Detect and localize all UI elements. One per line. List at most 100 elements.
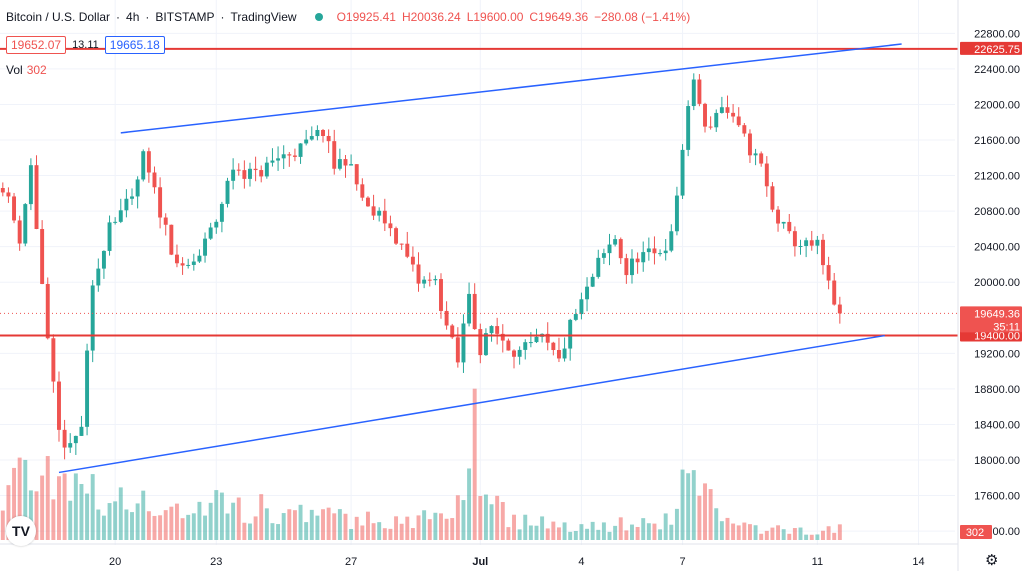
ohlc-change: −280.08 (−1.41%) xyxy=(594,10,691,24)
candle-body xyxy=(753,153,758,156)
volume-bar xyxy=(646,523,651,540)
volume-bar xyxy=(826,526,831,540)
candle-body xyxy=(747,133,752,156)
candle-body xyxy=(455,337,460,363)
volume-bar xyxy=(152,515,157,540)
candle-body xyxy=(826,265,831,281)
time-tick-label: 27 xyxy=(345,556,357,568)
candle-body xyxy=(0,188,5,193)
sell-button[interactable]: 19652.07 xyxy=(6,36,67,54)
time-axis[interactable]: 20 23 27 Jul 4 7 11 14 xyxy=(0,543,958,568)
candle-body xyxy=(478,329,483,356)
ohlc-low: L19600.00 xyxy=(466,10,524,24)
buy-button[interactable]: 19665.18 xyxy=(104,36,165,54)
candle-body xyxy=(590,276,595,287)
candle-body xyxy=(135,179,140,197)
volume-bar xyxy=(394,516,399,540)
volume-bar xyxy=(130,512,134,540)
interval-label[interactable]: 4h xyxy=(126,10,140,24)
volume-legend: Vol 302 xyxy=(6,63,47,77)
ohlc-open: O19925.41 xyxy=(336,10,396,24)
volume-bar xyxy=(416,515,421,540)
level-price-tag: 19400.00 xyxy=(974,331,1020,343)
candle-body xyxy=(197,255,202,262)
candle-body xyxy=(130,196,134,199)
candle-body xyxy=(281,154,286,159)
volume-bar xyxy=(596,529,601,540)
candle-body xyxy=(40,229,45,284)
candle-body xyxy=(186,264,191,266)
candle-body xyxy=(146,151,151,173)
volume-bars xyxy=(0,388,842,540)
volume-bar xyxy=(601,522,606,540)
volume-bar xyxy=(658,529,663,540)
candle-body xyxy=(495,326,500,334)
volume-bar xyxy=(837,524,842,540)
volume-bar xyxy=(101,515,106,540)
candle-body xyxy=(113,221,118,223)
candle-body xyxy=(461,323,466,363)
volume-bar xyxy=(40,475,45,540)
candle-body xyxy=(174,254,179,264)
candle-body xyxy=(51,338,56,382)
price-axis[interactable]: 22800.00 22400.00 22000.00 21600.00 21200.00… xyxy=(957,0,1022,571)
price-tick-label: 18800.00 xyxy=(974,384,1020,396)
candle-body xyxy=(742,125,747,134)
volume-bar xyxy=(57,476,61,540)
candle-body xyxy=(691,79,696,107)
volume-bar xyxy=(90,474,95,540)
volume-bar xyxy=(731,523,736,540)
volume-bar xyxy=(276,524,281,540)
volume-value: 302 xyxy=(26,63,47,77)
volume-bar xyxy=(753,525,758,540)
candle-body xyxy=(101,250,106,269)
volume-bar xyxy=(259,494,264,540)
candle-body xyxy=(770,186,775,210)
volume-bar xyxy=(186,514,191,540)
candle-body xyxy=(354,164,359,185)
volume-bar xyxy=(248,523,252,540)
volume-bar xyxy=(225,513,230,540)
volume-bar xyxy=(343,513,348,540)
candle-body xyxy=(253,168,258,171)
candle-body xyxy=(792,231,797,247)
candle-body xyxy=(427,279,432,281)
volume-bar xyxy=(787,533,792,540)
candle-body xyxy=(646,248,651,253)
volume-bar xyxy=(686,473,691,540)
candle-body xyxy=(579,299,584,315)
volume-bar xyxy=(618,517,623,540)
candle-body xyxy=(118,210,123,222)
candle-body xyxy=(680,149,685,196)
volume-bar xyxy=(382,528,387,540)
gear-icon[interactable]: ⚙ xyxy=(985,552,999,569)
trendline xyxy=(58,334,885,474)
candle-body xyxy=(562,348,567,359)
volume-bar xyxy=(697,495,702,540)
candle-body xyxy=(337,159,342,169)
volume-bar xyxy=(450,518,455,540)
volume-bar xyxy=(467,468,472,540)
volume-bar xyxy=(815,534,820,540)
candle-body xyxy=(332,141,337,169)
candle-body xyxy=(405,243,410,257)
volume-bar xyxy=(264,508,269,540)
candle-body xyxy=(512,350,516,357)
volume-bar xyxy=(287,509,292,540)
volume-bar xyxy=(512,514,516,540)
volume-bar xyxy=(635,526,640,540)
volume-bar xyxy=(669,524,674,540)
volume-bar xyxy=(365,511,370,540)
candle-body xyxy=(163,217,168,225)
time-tick-label: 20 xyxy=(109,556,121,568)
tradingview-logo[interactable]: TV xyxy=(6,516,36,546)
ohlc-high: H20036.24 xyxy=(401,10,461,24)
volume-bar xyxy=(354,516,359,540)
volume-bar xyxy=(809,534,814,540)
candle-body xyxy=(658,253,663,255)
symbol-name[interactable]: Bitcoin / U.S. Dollar xyxy=(6,10,111,24)
volume-bar xyxy=(124,509,129,540)
candle-body xyxy=(837,304,842,314)
trendlines[interactable] xyxy=(58,43,902,474)
